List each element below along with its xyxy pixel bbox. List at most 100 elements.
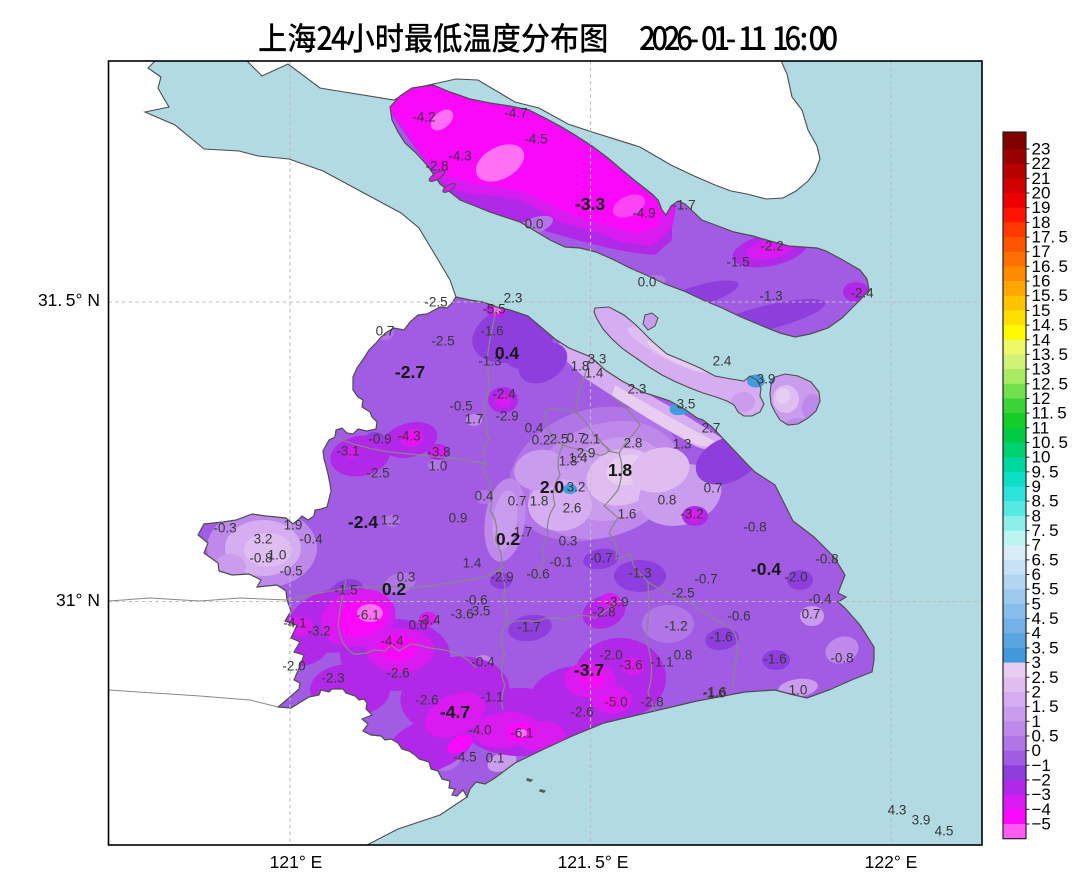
svg-text:14. 5: 14. 5	[1032, 316, 1069, 335]
svg-text:6: 6	[1032, 565, 1041, 584]
svg-text:-4.5: -4.5	[453, 750, 476, 765]
svg-text:-4.0: -4.0	[468, 723, 491, 738]
svg-text:-0.4: -0.4	[471, 655, 495, 670]
svg-text:1.8: 1.8	[608, 460, 633, 480]
svg-text:1.4: 1.4	[463, 556, 482, 571]
svg-text:-5.5: -5.5	[482, 302, 505, 317]
svg-text:0.2: 0.2	[382, 579, 407, 599]
svg-text:17: 17	[1032, 242, 1051, 261]
svg-text:0.4: 0.4	[525, 421, 544, 436]
svg-text:-4.5: -4.5	[524, 132, 547, 147]
svg-text:-4.7: -4.7	[440, 702, 470, 722]
svg-text:-2.5: -2.5	[366, 466, 389, 481]
svg-text:1.2: 1.2	[381, 513, 400, 528]
svg-text:4. 5: 4. 5	[1032, 609, 1059, 628]
svg-text:1.4: 1.4	[585, 366, 604, 381]
svg-text:-1.6: -1.6	[703, 685, 726, 700]
svg-text:-2.9: -2.9	[495, 409, 518, 424]
svg-text:-2.4: -2.4	[348, 512, 378, 532]
svg-text:-1.5: -1.5	[334, 583, 357, 598]
svg-text:3.3: 3.3	[588, 352, 607, 367]
svg-text:-0.4: -0.4	[808, 592, 832, 607]
svg-text:-2.5: -2.5	[424, 295, 447, 310]
svg-text:-1.7: -1.7	[672, 198, 695, 213]
svg-text:0.1: 0.1	[486, 751, 505, 766]
svg-text:-0.8: -0.8	[815, 552, 838, 567]
svg-text:1.8: 1.8	[530, 494, 549, 509]
svg-text:-0.6: -0.6	[526, 567, 549, 582]
svg-text:0.8: 0.8	[674, 648, 693, 663]
svg-text:-1.7: -1.7	[517, 620, 540, 635]
svg-text:14: 14	[1032, 330, 1051, 349]
svg-text:−3: −3	[1032, 785, 1051, 804]
svg-text:-0.4: -0.4	[751, 559, 781, 579]
svg-text:0.9: 0.9	[449, 511, 468, 526]
svg-text:-1.3: -1.3	[628, 566, 651, 581]
svg-text:16. 5: 16. 5	[1032, 257, 1069, 276]
svg-text:-1.1: -1.1	[650, 655, 673, 670]
svg-text:-1.6: -1.6	[480, 324, 503, 339]
svg-text:1.9: 1.9	[284, 518, 303, 533]
svg-text:-2.4: -2.4	[492, 387, 516, 402]
svg-text:0.2: 0.2	[532, 433, 551, 448]
svg-text:−1: −1	[1032, 756, 1051, 775]
svg-text:2.7: 2.7	[702, 421, 721, 436]
svg-text:0.8: 0.8	[658, 493, 677, 508]
svg-text:2. 5: 2. 5	[1032, 668, 1059, 687]
svg-text:2.3: 2.3	[628, 382, 647, 397]
svg-text:-0.8: -0.8	[830, 651, 853, 666]
svg-text:3.2: 3.2	[254, 532, 273, 547]
svg-text:22: 22	[1032, 154, 1051, 173]
svg-text:2.8: 2.8	[624, 436, 643, 451]
svg-text:1. 5: 1. 5	[1032, 697, 1059, 716]
svg-text:5. 5: 5. 5	[1032, 580, 1059, 599]
svg-text:-2.0: -2.0	[282, 659, 305, 674]
svg-text:-0.6: -0.6	[727, 609, 750, 624]
svg-text:3. 5: 3. 5	[1032, 638, 1059, 657]
svg-text:-3.1: -3.1	[336, 444, 359, 459]
svg-text:-2.3: -2.3	[321, 671, 344, 686]
svg-text:121. 5° E: 121. 5° E	[558, 852, 629, 872]
svg-text:-4.3: -4.3	[397, 429, 420, 444]
svg-text:-0.5: -0.5	[279, 564, 302, 579]
svg-text:20: 20	[1032, 184, 1051, 203]
svg-text:10: 10	[1032, 448, 1051, 467]
svg-text:3.2: 3.2	[567, 480, 586, 495]
svg-text:122° E: 122° E	[865, 852, 918, 872]
svg-text:0.0: 0.0	[525, 217, 544, 232]
svg-text:10. 5: 10. 5	[1032, 433, 1069, 452]
svg-text:3.5: 3.5	[677, 397, 696, 412]
svg-text:23: 23	[1032, 140, 1051, 159]
svg-text:-0.4: -0.4	[299, 532, 323, 547]
svg-text:-2.0: -2.0	[784, 570, 807, 585]
svg-text:2.9: 2.9	[577, 446, 596, 461]
svg-text:6. 5: 6. 5	[1032, 550, 1059, 569]
svg-text:1: 1	[1032, 712, 1041, 731]
svg-text:-2.5: -2.5	[671, 586, 694, 601]
svg-text:31. 5° N: 31. 5° N	[38, 290, 100, 310]
svg-text:2.0: 2.0	[540, 477, 565, 497]
svg-text:1.7: 1.7	[465, 412, 484, 427]
svg-text:0.4: 0.4	[475, 489, 494, 504]
svg-text:4.3: 4.3	[888, 803, 907, 818]
svg-text:3.5: 3.5	[472, 604, 491, 619]
svg-text:-2.8: -2.8	[640, 695, 663, 710]
svg-text:-4.7: -4.7	[504, 106, 527, 121]
svg-text:-0.1: -0.1	[549, 555, 572, 570]
svg-text:1.0: 1.0	[429, 459, 448, 474]
svg-text:-1.6: -1.6	[709, 630, 732, 645]
svg-text:−2: −2	[1032, 770, 1051, 789]
svg-text:1.7: 1.7	[514, 525, 533, 540]
svg-text:2.5: 2.5	[550, 432, 569, 447]
svg-text:-0.9: -0.9	[368, 432, 391, 447]
svg-text:-3.4: -3.4	[417, 613, 441, 628]
svg-text:-2.0: -2.0	[599, 648, 622, 663]
svg-text:-4.4: -4.4	[380, 634, 404, 649]
svg-text:8: 8	[1032, 506, 1041, 525]
svg-text:2.4: 2.4	[713, 354, 732, 369]
svg-text:0.4: 0.4	[495, 343, 520, 363]
svg-text:1.4: 1.4	[569, 451, 588, 466]
svg-text:-1.6: -1.6	[763, 652, 786, 667]
svg-text:-2.6: -2.6	[386, 666, 409, 681]
svg-text:-3.6: -3.6	[619, 658, 642, 673]
